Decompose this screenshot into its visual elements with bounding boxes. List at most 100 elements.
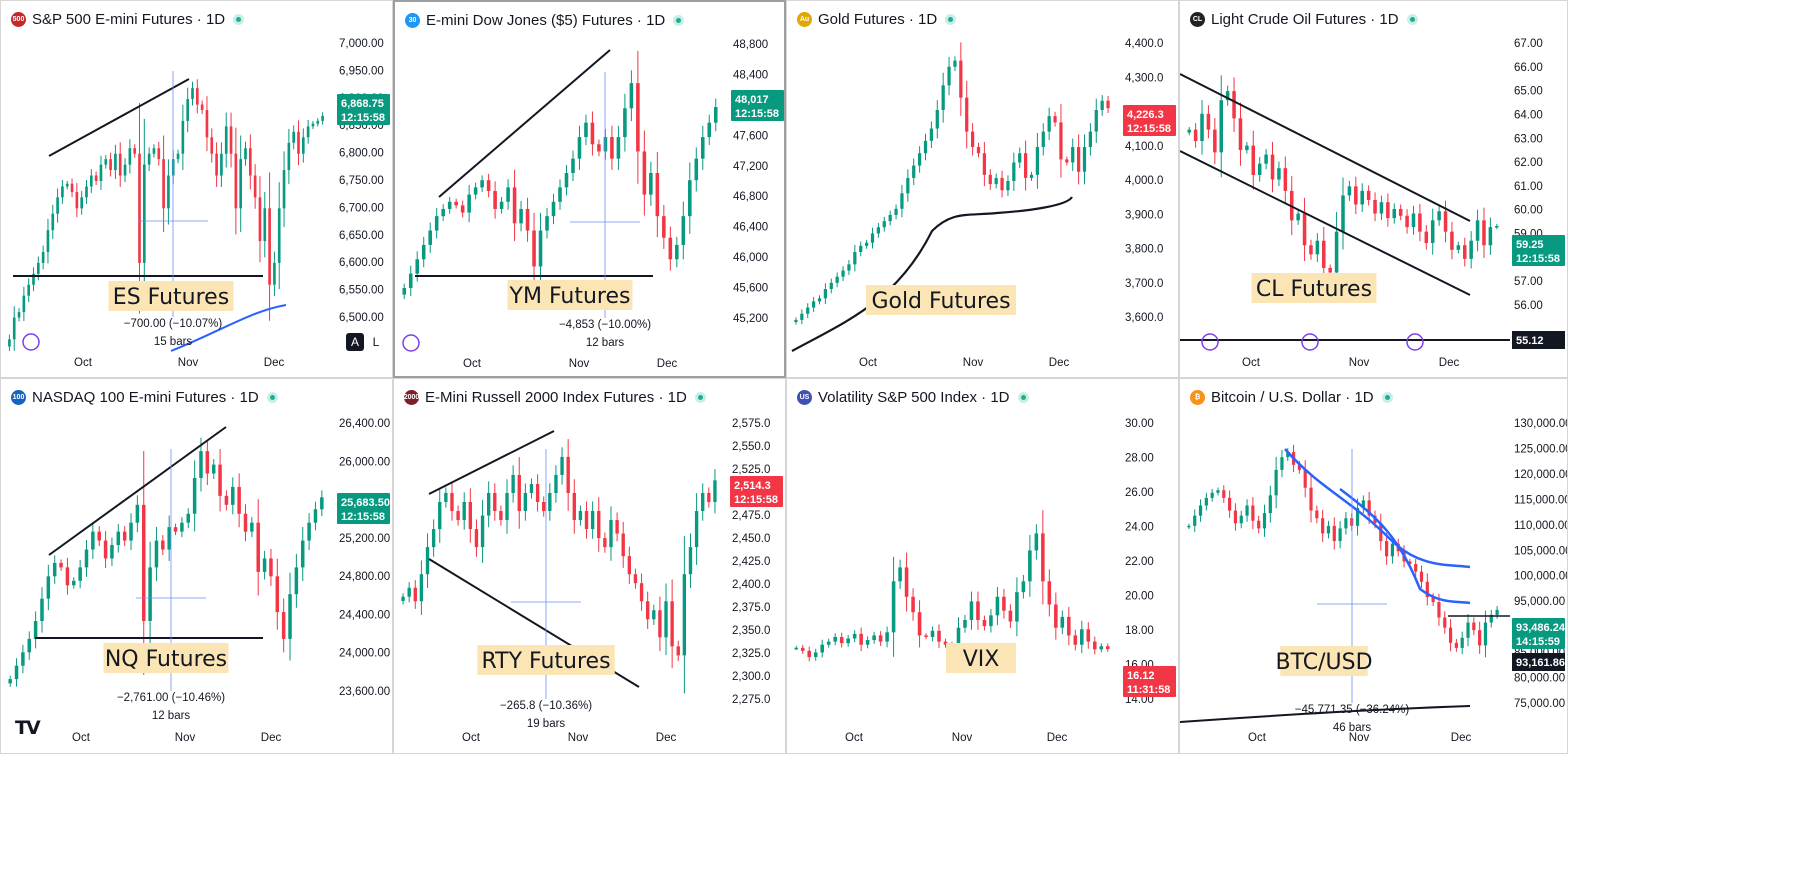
candle-body [176,153,180,160]
auto-scale-button[interactable]: A [346,333,364,351]
chart-panel[interactable]: 4,400.04,300.04,200.04,100.04,000.03,900… [786,0,1179,378]
candle-body [551,201,556,217]
candle-body [248,148,252,176]
candle-body [545,216,549,231]
symbol-header[interactable]: 100 NASDAQ 100 E-mini Futures · 1D [11,387,278,407]
candle-body [1414,564,1418,572]
candle-body [1071,147,1075,163]
candle-body [1245,505,1249,516]
y-tick-label: 4,000.0 [1125,175,1163,187]
tradingview-logo[interactable]: TV [15,717,41,739]
candle-body [1264,154,1268,164]
candle-body [853,252,857,265]
candle-body [610,137,614,159]
chart-label: Gold Futures [871,289,1010,314]
price-chart[interactable]: 67.00 66.00 65.00 64.00 63.00 62.00 61.00 60.00… [1180,1,1568,378]
log-scale-button[interactable]: L [372,335,380,349]
candle-body [1361,500,1365,509]
event-marker-icon[interactable] [22,333,40,351]
candle-body [262,558,267,572]
chart-label: ES Futures [113,285,229,310]
y-tick-label: 6,950.00 [339,65,384,77]
candle-body [597,144,601,152]
candle-body [904,567,909,597]
measure-bars: 19 bars [527,718,566,730]
symbol-header[interactable]: 30 E-mini Dow Jones ($5) Futures · 1D [405,10,685,30]
price-tag-value: 4,226.3 [1127,109,1164,121]
candle-body [1437,211,1441,221]
candle-body [609,520,613,548]
candle-body [1099,646,1104,650]
candle-body [923,140,928,154]
price-chart[interactable]: 7,000.006,950.006,900.006,850.006,800.00… [1,1,393,378]
chart-panel[interactable]: 130,000.00 125,000.00 120,000.00 115,000.00… [1179,378,1568,754]
price-chart[interactable]: 4,400.04,300.04,200.04,100.04,000.03,900… [787,1,1179,378]
candle-body [191,88,194,100]
event-marker-icon[interactable] [1301,333,1319,351]
symbol-header[interactable]: ₿ Bitcoin / U.S. Dollar · 1D [1190,387,1393,407]
x-tick-label: Oct [859,357,878,369]
chart-panel[interactable]: 7,000.006,950.006,900.006,850.006,800.00… [0,0,393,378]
candle-body [1366,190,1371,200]
price-chart[interactable]: 130,000.00 125,000.00 120,000.00 115,000.00… [1180,379,1568,754]
candle-body [675,244,679,260]
candle-body [408,273,413,289]
candle-body [817,298,822,302]
symbol-header[interactable]: Au Gold Futures · 1D [797,9,957,29]
candle-body [415,259,420,274]
event-marker-icon[interactable] [402,334,420,352]
candle-body [292,131,296,143]
moving-average-line [170,304,287,352]
candle-body [199,451,203,478]
candle-body [486,492,491,516]
candle-body [460,205,465,213]
candle-body [438,502,442,530]
symbol-title: Gold Futures · 1D [818,10,938,28]
candle-body [1222,490,1226,498]
price-chart[interactable]: 26,400.0026,000.0025,600.0025,200.0024,8… [1,379,393,754]
candle-body [61,186,64,198]
candle-body [1193,515,1197,526]
candle-body [447,201,452,209]
candle-body [14,665,19,680]
price-chart[interactable]: 48,80048,40048,00047,60047,20046,80046,4… [395,2,786,378]
chart-label-background [108,281,234,311]
chart-panel[interactable]: 30.00 28.00 26.00 24.00 22.00 20.00 18.00 16.00… [786,378,1179,754]
candle-body [668,237,673,260]
chart-panel[interactable]: 26,400.0026,000.0025,600.0025,200.0024,8… [0,378,393,754]
candle-body [1390,543,1395,557]
candle-body [321,116,324,121]
x-tick-label: Dec [1049,357,1070,369]
price-chart[interactable]: 30.0028.0026.0024.0022.0020.0018.0016.00… [787,379,1179,754]
symbol-header[interactable]: US Volatility S&P 500 Index · 1D [797,387,1029,407]
symbol-header[interactable]: CL Light Crude Oil Futures · 1D [1190,9,1418,29]
price-chart[interactable]: 2,575.02,550.02,525.02,500.02,475.02,450… [394,379,786,754]
candle-body [542,502,546,512]
event-marker-icon[interactable] [1406,333,1424,351]
candle-body [141,504,146,622]
candle-body [123,164,127,176]
candle-body [1239,515,1243,524]
chart-panel[interactable]: 2,575.02,550.02,525.02,500.02,475.02,450… [393,378,786,754]
candle-body [577,137,582,159]
candle-body [995,596,1000,616]
chart-panel[interactable]: 67.00 66.00 65.00 64.00 63.00 62.00 61.00 60.00… [1179,0,1568,378]
symbol-header[interactable]: 2000 E-Mini Russell 2000 Index Futures · … [404,387,706,407]
candle-body [584,511,589,530]
candle-body [1297,464,1301,470]
candle-body [1251,145,1256,175]
measure-bars: 46 bars [1333,722,1372,734]
symbol-header[interactable]: 500 S&P 500 E-mini Futures · 1D [11,9,245,29]
candle-body [52,562,57,577]
candle-body [1443,211,1448,232]
candle-body [584,122,588,138]
x-tick-label: Dec [657,358,678,370]
candle-body [493,190,497,209]
trend-line [48,78,190,157]
candle-body [450,492,454,512]
y-tick-label: 61.00 [1514,181,1543,193]
candle-body [1456,245,1461,250]
candle-body [956,627,961,648]
chart-panel[interactable]: 48,80048,40048,00047,60047,20046,80046,4… [393,0,786,378]
event-marker-icon[interactable] [1201,333,1219,351]
